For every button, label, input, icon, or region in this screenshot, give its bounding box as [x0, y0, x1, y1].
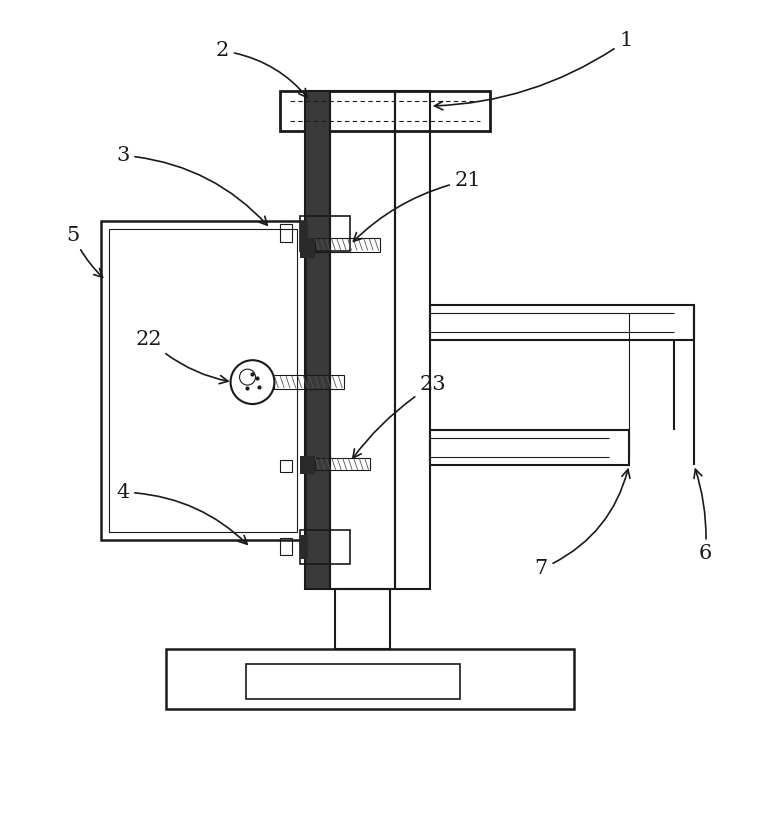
Bar	[280, 460, 292, 472]
Bar	[301, 221, 308, 246]
Bar	[280, 91, 490, 131]
Bar	[430, 306, 694, 340]
Bar	[101, 221, 305, 540]
Text: 1: 1	[434, 31, 632, 110]
Bar	[335, 589, 390, 649]
Bar	[301, 456, 315, 474]
Text: 2: 2	[216, 41, 308, 97]
Bar	[301, 530, 350, 564]
Bar	[166, 649, 574, 709]
Bar	[395, 91, 430, 589]
Bar	[246, 664, 460, 699]
Text: 23: 23	[353, 375, 447, 458]
Bar	[301, 216, 350, 250]
Bar	[305, 91, 330, 589]
Bar	[280, 537, 292, 555]
Bar	[305, 91, 330, 589]
Bar	[430, 430, 629, 465]
Bar	[301, 237, 315, 258]
Text: 5: 5	[66, 226, 103, 278]
Bar	[301, 535, 308, 559]
Text: 7: 7	[535, 470, 630, 578]
Bar	[330, 91, 395, 589]
Bar	[274, 375, 344, 389]
Text: 3: 3	[116, 146, 267, 225]
Bar	[315, 458, 370, 470]
Bar	[315, 237, 380, 251]
Text: 22: 22	[136, 330, 228, 384]
Bar	[280, 223, 292, 241]
Bar	[109, 228, 298, 531]
Text: 6: 6	[694, 469, 713, 564]
Text: 4: 4	[116, 483, 247, 544]
Text: 21: 21	[354, 171, 482, 241]
